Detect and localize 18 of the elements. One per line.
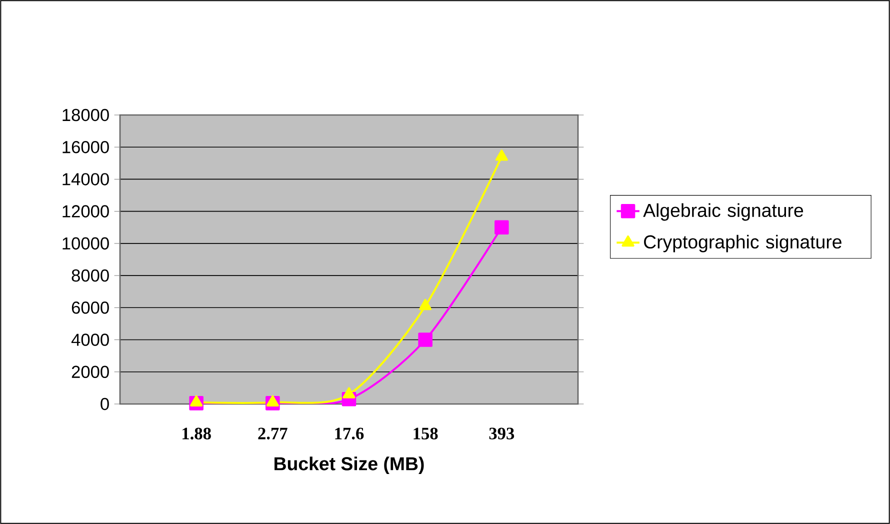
y-tick-label: 12000 (62, 205, 109, 218)
y-tick-label: 8000 (72, 269, 109, 282)
x-tick-label: 158 (414, 428, 438, 440)
y-tick-label: 18000 (62, 108, 109, 122)
x-tick-label: 393 (489, 428, 514, 440)
y-tick-label: 16000 (62, 140, 109, 154)
y-tick-label: 10000 (62, 237, 109, 250)
y-tick-label: 2000 (72, 366, 109, 378)
y-tick-label: 0 (100, 398, 109, 410)
y-tick-label: 4000 (71, 334, 109, 346)
x-tick-label: 17.6 (335, 428, 364, 440)
legend-label: Algebraic signature (643, 203, 804, 221)
x-tick-label: 2.77 (258, 428, 288, 440)
y-tick-label: 6000 (72, 302, 109, 314)
legend-label: Cryptographic signature (644, 234, 842, 252)
x-tick-label: 1.88 (182, 428, 211, 440)
x-axis-title: Bucket Size (MB) (274, 456, 424, 474)
y-tick-label: 14000 (62, 173, 109, 186)
